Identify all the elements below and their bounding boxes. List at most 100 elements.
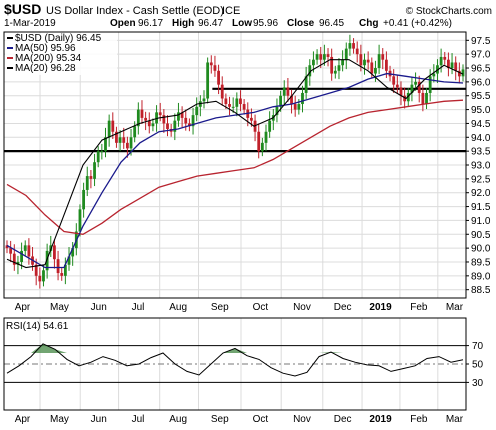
candle-body bbox=[275, 106, 279, 116]
candle-body bbox=[60, 273, 64, 276]
candle-body bbox=[93, 162, 96, 179]
candle-body bbox=[213, 65, 217, 71]
candle-body bbox=[341, 59, 345, 66]
candle-body bbox=[129, 137, 133, 149]
rsi-x-tick-label: Nov bbox=[293, 414, 311, 425]
candle-body bbox=[104, 137, 107, 152]
x-tick-label: Sep bbox=[211, 302, 229, 313]
candle-body bbox=[34, 264, 38, 276]
x-tick-label: Mar bbox=[446, 302, 464, 313]
candle-body bbox=[344, 48, 348, 60]
y-tick-label: 97.5 bbox=[471, 36, 491, 47]
candle-body bbox=[417, 81, 421, 93]
candle-body bbox=[53, 245, 56, 260]
candle-body bbox=[220, 84, 224, 99]
y-tick-label: 90.0 bbox=[471, 244, 491, 255]
price-axis: 88.5 89.0 89.5 90.0 90.5 91.0 91.5 92.0 92.5 93.0… bbox=[466, 36, 491, 296]
rsi-plot bbox=[6, 343, 464, 377]
candle-body bbox=[115, 131, 118, 143]
candle-body bbox=[118, 137, 122, 143]
rsi-x-tick-label: Aug bbox=[169, 414, 187, 425]
rsi-label: RSI(14) 54.61 bbox=[6, 321, 69, 332]
legend-ma50: MA(50) 95.96 bbox=[15, 43, 76, 54]
candle-body bbox=[359, 54, 363, 66]
candle-body bbox=[85, 176, 89, 190]
instrument-name: US Dollar Index - Cash Settle (EOD) bbox=[46, 5, 224, 17]
rsi-x-tick-label: Apr bbox=[15, 414, 31, 425]
y-tick-label: 89.5 bbox=[471, 257, 491, 268]
rsi-line bbox=[6, 343, 464, 377]
x-tick-label: Oct bbox=[253, 302, 269, 313]
candle-body bbox=[290, 95, 293, 105]
y-tick-label: 93.0 bbox=[471, 161, 491, 172]
candle-body bbox=[319, 54, 323, 60]
candle-body bbox=[370, 62, 374, 74]
candle-body bbox=[392, 76, 396, 85]
rsi-x-tick-label: Dec bbox=[334, 414, 352, 425]
rsi-x-tick-label: Feb bbox=[410, 414, 428, 425]
candle-body bbox=[403, 95, 407, 102]
low-label: Low bbox=[232, 18, 252, 29]
rsi-x-tick-label: Oct bbox=[253, 414, 269, 425]
candle-body bbox=[363, 59, 366, 66]
candle-body bbox=[457, 70, 461, 77]
ma200-line bbox=[6, 99, 464, 235]
candle-body bbox=[184, 117, 188, 124]
candle-body bbox=[82, 189, 86, 210]
candle-body bbox=[122, 137, 126, 143]
candle-body bbox=[96, 151, 100, 163]
rsi-x-tick-label: Sep bbox=[211, 414, 229, 425]
x-tick-label: Apr bbox=[15, 302, 31, 313]
y-tick-label: 95.5 bbox=[471, 91, 491, 102]
y-tick-label: 94.0 bbox=[471, 133, 491, 144]
candle-body bbox=[384, 59, 388, 71]
candle-body bbox=[286, 87, 290, 96]
y-tick-label: 94.5 bbox=[471, 119, 491, 130]
candle-body bbox=[231, 106, 235, 108]
candle-body bbox=[315, 54, 319, 60]
candle-body bbox=[297, 104, 301, 110]
candle-body bbox=[228, 104, 231, 107]
candle-body bbox=[268, 120, 272, 132]
x-tick-label: Aug bbox=[169, 302, 187, 313]
candle-body bbox=[27, 245, 31, 257]
candle-body bbox=[399, 87, 403, 96]
candle-body bbox=[279, 95, 282, 107]
candle-body bbox=[447, 59, 450, 69]
candle-body bbox=[107, 120, 111, 138]
high-label: High bbox=[172, 18, 194, 29]
candle-body bbox=[239, 98, 242, 105]
candle-body bbox=[381, 54, 385, 60]
candle-body bbox=[217, 70, 220, 85]
candle-body bbox=[406, 92, 410, 102]
candle-body bbox=[454, 62, 458, 71]
exchange: ICE bbox=[222, 5, 240, 17]
legend-usd: $USD (Daily) 96.45 bbox=[15, 33, 102, 44]
low-value: 95.96 bbox=[253, 18, 278, 29]
candle-body bbox=[195, 106, 199, 116]
y-tick-label: 97.0 bbox=[471, 50, 491, 61]
x-tick-label: Jun bbox=[91, 302, 107, 313]
candle-body bbox=[322, 54, 326, 60]
candle-body bbox=[89, 176, 93, 179]
y-tick-label: 89.0 bbox=[471, 271, 491, 282]
candle-body bbox=[333, 70, 337, 74]
y-tick-label: 91.0 bbox=[471, 216, 491, 227]
rsi-x-tick-label: Jul bbox=[132, 414, 145, 425]
rsi-x-tick-label: 2019 bbox=[369, 414, 392, 425]
candle-body bbox=[133, 126, 137, 138]
candle-body bbox=[67, 256, 71, 265]
candle-body bbox=[144, 117, 148, 121]
candle-body bbox=[264, 131, 268, 143]
legend-box bbox=[5, 33, 117, 75]
ma50-line bbox=[6, 72, 464, 269]
candle-body bbox=[395, 84, 399, 88]
support-lines bbox=[4, 87, 466, 153]
candle-body bbox=[312, 59, 315, 66]
candle-body bbox=[282, 87, 286, 96]
x-tick-label: Feb bbox=[410, 302, 428, 313]
candle-body bbox=[209, 62, 213, 66]
y-tick-label: 93.5 bbox=[471, 147, 491, 158]
y-tick-label: 96.5 bbox=[471, 64, 491, 75]
